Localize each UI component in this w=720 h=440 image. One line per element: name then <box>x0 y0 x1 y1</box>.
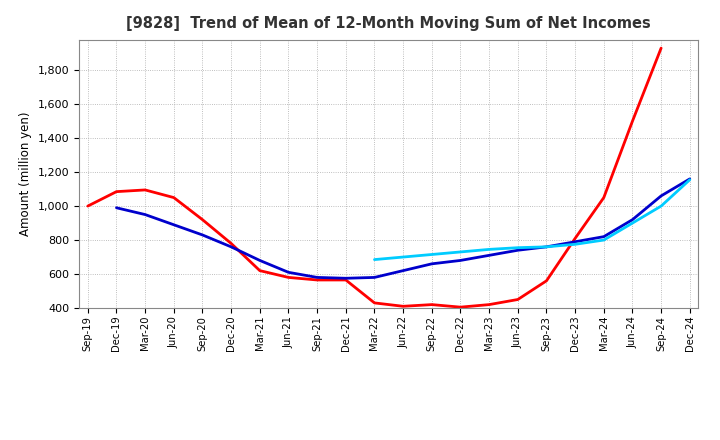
Title: [9828]  Trend of Mean of 12-Month Moving Sum of Net Incomes: [9828] Trend of Mean of 12-Month Moving … <box>127 16 651 32</box>
Y-axis label: Amount (million yen): Amount (million yen) <box>19 112 32 236</box>
